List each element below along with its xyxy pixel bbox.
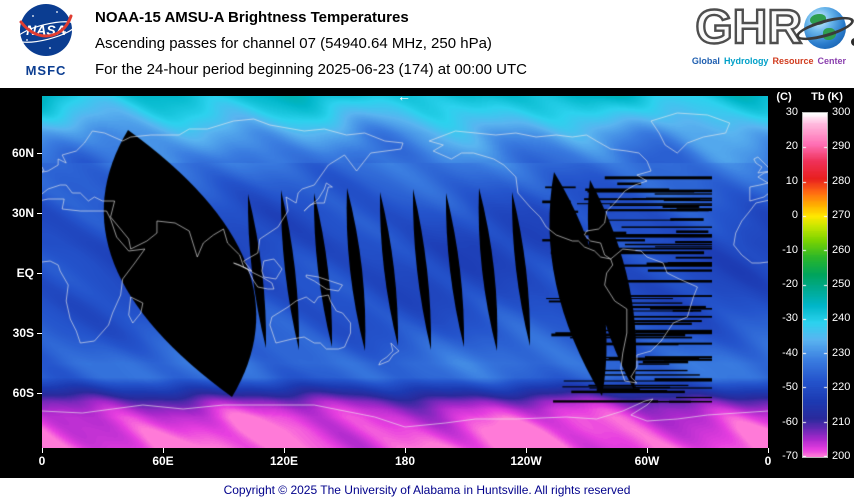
lon-tick-label: 0 xyxy=(38,454,46,468)
subtitle-channel: Ascending passes for channel 07 (54940.6… xyxy=(95,35,492,52)
lon-tick-label: 60E xyxy=(152,454,174,468)
lon-tick-label: 120E xyxy=(269,454,299,468)
celsius-tick-label: 20 xyxy=(785,140,798,153)
kelvin-tick-label: 200 xyxy=(832,450,851,462)
kelvin-tick-label: 220 xyxy=(832,381,851,394)
globe-landmass-icon xyxy=(823,28,836,40)
lon-tick-label: 0 xyxy=(764,454,772,468)
celsius-tick-label: -30 xyxy=(782,312,798,325)
nasa-logo: NASA MSFC xyxy=(12,2,80,78)
footer: Copyright © 2025 The University of Alaba… xyxy=(0,478,854,502)
kelvin-tick-label: 250 xyxy=(832,278,851,290)
nasa-center-label: MSFC xyxy=(25,63,67,78)
lon-tick-mark xyxy=(163,448,164,453)
brightness-temperature-map xyxy=(42,96,768,448)
header: NASA MSFC NOAA-15 AMSU-A Brightness Temp… xyxy=(0,0,854,88)
celsius-tick-label: -50 xyxy=(782,381,798,394)
celsius-tick-label: -10 xyxy=(782,243,798,256)
kelvin-tick-label: 240 xyxy=(832,312,851,325)
celsius-tick-label: -70 xyxy=(782,450,798,462)
left-arrow-icon: ← xyxy=(397,88,411,104)
lon-tick-label: 120W xyxy=(510,454,542,468)
ghrc-logo-row: GHR xyxy=(692,1,854,54)
ghrc-logo: GHR Global Hydrology Resource Center xyxy=(692,1,854,66)
lon-tick-mark xyxy=(526,448,527,453)
celsius-tick-label: 10 xyxy=(785,174,798,187)
kelvin-tick-label: 210 xyxy=(832,415,851,428)
ghrc-globe-icon xyxy=(793,7,854,49)
lat-tick-label: 30N xyxy=(11,206,34,220)
lat-tick-mark xyxy=(37,273,42,274)
ghrc-subtitle-word: Resource xyxy=(772,56,814,66)
kelvin-tick-label: 280 xyxy=(832,174,851,187)
colorbar-kelvin-header: Tb (K) xyxy=(811,91,843,103)
kelvin-tick-label: 260 xyxy=(832,243,851,256)
lon-tick-mark xyxy=(647,448,648,453)
celsius-tick-label: -60 xyxy=(782,415,798,428)
ghrc-subtitle-word: Center xyxy=(817,56,846,66)
celsius-tick-label: -40 xyxy=(782,346,798,359)
nasa-swoosh xyxy=(19,14,73,38)
lat-tick-mark xyxy=(37,333,42,334)
kelvin-tick-label: 230 xyxy=(832,346,851,359)
lat-tick-label: 60N xyxy=(11,146,34,160)
colorbar xyxy=(802,112,828,458)
lon-tick-mark xyxy=(42,448,43,453)
nasa-meatball-icon: NASA xyxy=(16,4,76,56)
lat-tick-mark xyxy=(37,153,42,154)
lon-tick-mark xyxy=(768,448,769,453)
lon-tick-label: 180 xyxy=(394,454,416,468)
kelvin-tick-label: 290 xyxy=(832,140,851,153)
globe-landmass-icon xyxy=(810,14,826,25)
ghrc-wordmark: GHR xyxy=(694,1,803,54)
lat-tick-label: 30S xyxy=(12,326,34,340)
kelvin-tick-label: 270 xyxy=(832,209,851,222)
ghrc-subtitle-word: Hydrology xyxy=(723,56,769,66)
page-title: NOAA-15 AMSU-A Brightness Temperatures xyxy=(95,9,409,26)
ghrc-subtitle-word: Global xyxy=(691,56,720,66)
lat-tick-mark xyxy=(37,393,42,394)
subtitle-period: For the 24-hour period beginning 2025-06… xyxy=(95,61,527,78)
celsius-tick-label: -20 xyxy=(782,278,798,290)
title-block: NOAA-15 AMSU-A Brightness Temperatures A… xyxy=(95,9,527,87)
ghrc-subtitle: Global Hydrology Resource Center xyxy=(692,56,846,66)
celsius-tick-label: 0 xyxy=(791,209,798,222)
lat-tick-label: EQ xyxy=(16,266,34,280)
lon-tick-label: 60W xyxy=(634,454,660,468)
lon-tick-mark xyxy=(405,448,406,453)
copyright-text: Copyright © 2025 The University of Alaba… xyxy=(223,483,631,497)
kelvin-tick-label: 300 xyxy=(832,106,851,118)
lat-tick-mark xyxy=(37,213,42,214)
plot-area: ← 60N 30N EQ 30S 60S 0 60E 120E 180 120W 60W 0 (C)… xyxy=(0,88,854,478)
lat-tick-label: 60S xyxy=(12,386,34,400)
lon-tick-mark xyxy=(284,448,285,453)
celsius-tick-label: 30 xyxy=(785,106,798,118)
colorbar-celsius-header: (C) xyxy=(776,91,792,103)
orbit-satellite-icon xyxy=(851,38,854,46)
